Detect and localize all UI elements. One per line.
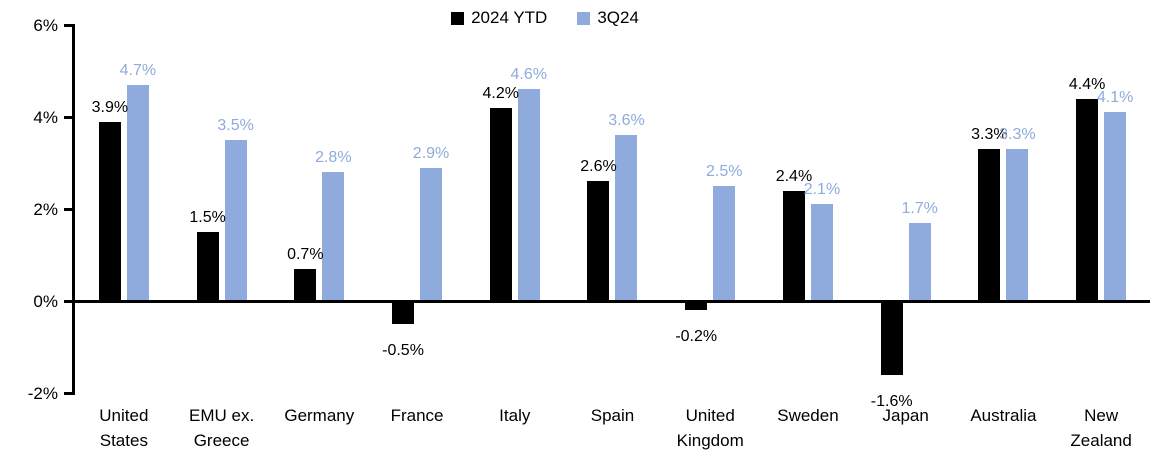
bar-value-label: 1.5%: [189, 209, 226, 226]
y-tick-label: 0%: [33, 291, 58, 311]
plot-area: 3.9% 4.7% 1.5% 3.5% 0.7% 2.8% -0.5% 2.9% 4.2% 4.6…: [75, 25, 1150, 410]
bar-3q24: [810, 204, 833, 301]
bar-3q24: [908, 222, 931, 301]
bar-value-label: 3.5%: [217, 117, 254, 134]
category-label: EMU ex. Greece: [188, 406, 255, 450]
legend: 2024 YTD 3Q24: [0, 8, 1090, 28]
bar-value-label: 4.6%: [510, 66, 547, 84]
bar-value-label: 2.4%: [775, 167, 813, 185]
y-tick-label: 6%: [33, 15, 58, 35]
bar-value-label: 2.8%: [315, 149, 352, 167]
y-tick-label: 4%: [33, 107, 58, 127]
bar-group: 3.9% 4.7%: [75, 25, 173, 393]
bar-group: 4.4% 4.1%: [1052, 25, 1150, 393]
bar-group: -1.6% 1.7%: [857, 25, 955, 410]
bar-ytd: [196, 232, 219, 301]
legend-item-2024-ytd: 2024 YTD: [451, 8, 547, 28]
bar-ytd: [1076, 98, 1099, 301]
x-axis-labels: United States EMU ex. Greece Germany France…: [75, 403, 1150, 463]
category-label: Australia: [970, 406, 1037, 425]
legend-swatch-3q24: [577, 11, 591, 25]
y-tick: [64, 299, 75, 303]
bar-3q24: [1006, 149, 1029, 301]
bar-ytd: [98, 121, 121, 301]
bar-3q24: [517, 89, 540, 301]
bar-ytd: [489, 107, 512, 301]
bar-value-label: -1.6%: [870, 392, 913, 410]
bar-3q24: [713, 186, 736, 301]
category-label: New Zealand: [1070, 406, 1132, 450]
bar-value-label: 4.4%: [1068, 75, 1106, 93]
bar-value-label: 0.7%: [287, 245, 324, 263]
legend-swatch-2024-ytd: [451, 11, 465, 25]
bar-3q24: [1104, 112, 1127, 301]
zero-axis-line: [75, 299, 1150, 303]
category-label: United States: [99, 406, 149, 450]
bar-value-label: 3.9%: [91, 98, 129, 116]
bar-ytd: [392, 301, 415, 324]
bar-ytd: [294, 268, 317, 301]
bar-value-label: 2.1%: [803, 181, 841, 199]
category-label: France: [390, 406, 444, 425]
bar-group: -0.2% 2.5%: [661, 25, 759, 393]
bar-group: -0.5% 2.9%: [368, 25, 466, 393]
bar-ytd: [685, 301, 708, 311]
y-tick-label: 2%: [33, 199, 58, 219]
category-label: Germany: [284, 406, 355, 425]
bar-3q24: [322, 172, 345, 301]
bar-ytd: [978, 149, 1001, 301]
bar-3q24: [126, 84, 149, 301]
bar-group: 4.2% 4.6%: [466, 25, 564, 393]
bar-3q24: [615, 135, 638, 301]
bar-group: 0.7% 2.8%: [270, 25, 368, 393]
bar-value-label: 2.9%: [412, 144, 450, 162]
bar-value-label: 4.1%: [1096, 89, 1134, 107]
category-label: Italy: [499, 406, 531, 425]
category-label: Spain: [590, 406, 635, 425]
bar-value-label: 3.6%: [608, 112, 645, 130]
category-label: Japan: [882, 406, 929, 425]
bar-group: 2.4% 2.1%: [759, 25, 857, 393]
y-tick: [64, 391, 75, 395]
bar-group: 1.5% 3.5%: [173, 25, 271, 393]
bar-3q24: [420, 167, 443, 301]
y-axis: 6% 4% 2% 0% -2%: [0, 0, 75, 465]
bar-ytd: [587, 181, 610, 301]
bar-value-label: 1.7%: [901, 199, 938, 217]
category-label: United Kingdom: [676, 406, 744, 450]
bar-group: 2.6% 3.6%: [564, 25, 662, 393]
bar-value-label: 4.7%: [119, 61, 157, 79]
legend-item-3q24: 3Q24: [577, 8, 639, 28]
legend-label-2024-ytd: 2024 YTD: [471, 8, 548, 27]
legend-label-3q24: 3Q24: [597, 8, 639, 27]
bar-value-label: -0.2%: [675, 328, 718, 346]
bar-value-label: 2.6%: [580, 158, 617, 176]
bar-value-label: 3.3%: [971, 126, 1008, 144]
bar-value-label: 2.5%: [705, 163, 743, 180]
y-tick: [64, 207, 75, 211]
y-tick-label: -2%: [27, 383, 58, 403]
bar-value-label: -0.5%: [382, 342, 424, 359]
bar-ytd: [880, 301, 903, 375]
bar-value-label: 4.2%: [482, 84, 519, 102]
y-tick: [64, 115, 75, 119]
bar-value-label: 3.3%: [999, 126, 1036, 144]
y-tick: [64, 23, 75, 27]
bar-group: 3.3% 3.3%: [955, 25, 1053, 393]
category-label: Sweden: [777, 406, 839, 425]
bar-ytd: [782, 190, 805, 301]
bar-3q24: [224, 140, 247, 301]
